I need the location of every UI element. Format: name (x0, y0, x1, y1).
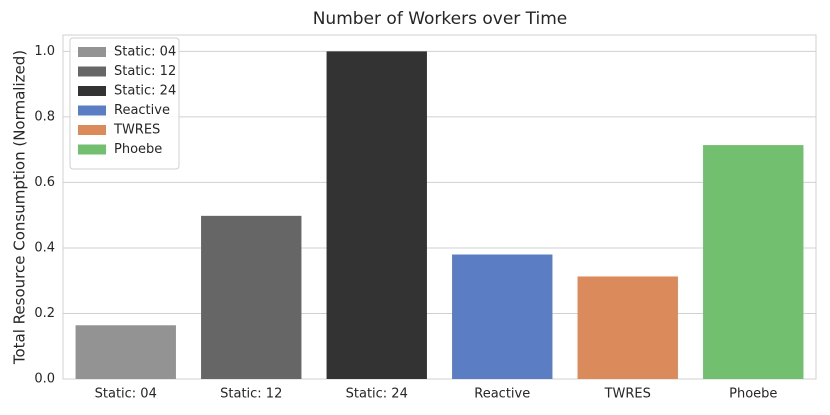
x-tick-label: Static: 24 (346, 387, 408, 402)
legend-label: Static: 04 (114, 45, 176, 60)
y-tick-label: 0.2 (34, 306, 55, 321)
bar (326, 51, 427, 379)
legend-swatch (78, 144, 106, 155)
x-tick-label: Static: 04 (95, 387, 157, 402)
legend-label: Static: 24 (114, 84, 176, 99)
bar (201, 215, 302, 379)
bar (452, 254, 553, 379)
legend-label: Phoebe (114, 142, 162, 157)
y-tick-label: 1.0 (34, 44, 55, 59)
legend-swatch (78, 105, 106, 116)
legend-label: TWRES (113, 123, 160, 138)
y-tick-label: 0.6 (34, 175, 55, 190)
bar (577, 276, 678, 379)
y-tick-label: 0.0 (34, 372, 55, 387)
legend-swatch (78, 125, 106, 135)
x-tick-label: Reactive (474, 387, 530, 402)
x-tick-label: Static: 12 (220, 387, 282, 402)
legend-label: Static: 12 (114, 64, 176, 79)
legend-label: Reactive (114, 103, 170, 118)
plot-frame (62, 34, 817, 380)
bar (75, 325, 176, 379)
legend-swatch (78, 47, 106, 57)
x-tick-label: TWRES (604, 387, 651, 402)
legend-swatch (78, 86, 106, 96)
legend-swatch (78, 66, 106, 77)
chart-title: Number of Workers over Time (313, 9, 568, 29)
y-tick-label: 0.4 (34, 240, 55, 255)
x-tick-label: Phoebe (729, 387, 777, 402)
y-axis-label: Total Resource Consumption (Normalized) (11, 50, 29, 365)
bar (703, 145, 804, 379)
y-tick-label: 0.8 (34, 109, 55, 124)
